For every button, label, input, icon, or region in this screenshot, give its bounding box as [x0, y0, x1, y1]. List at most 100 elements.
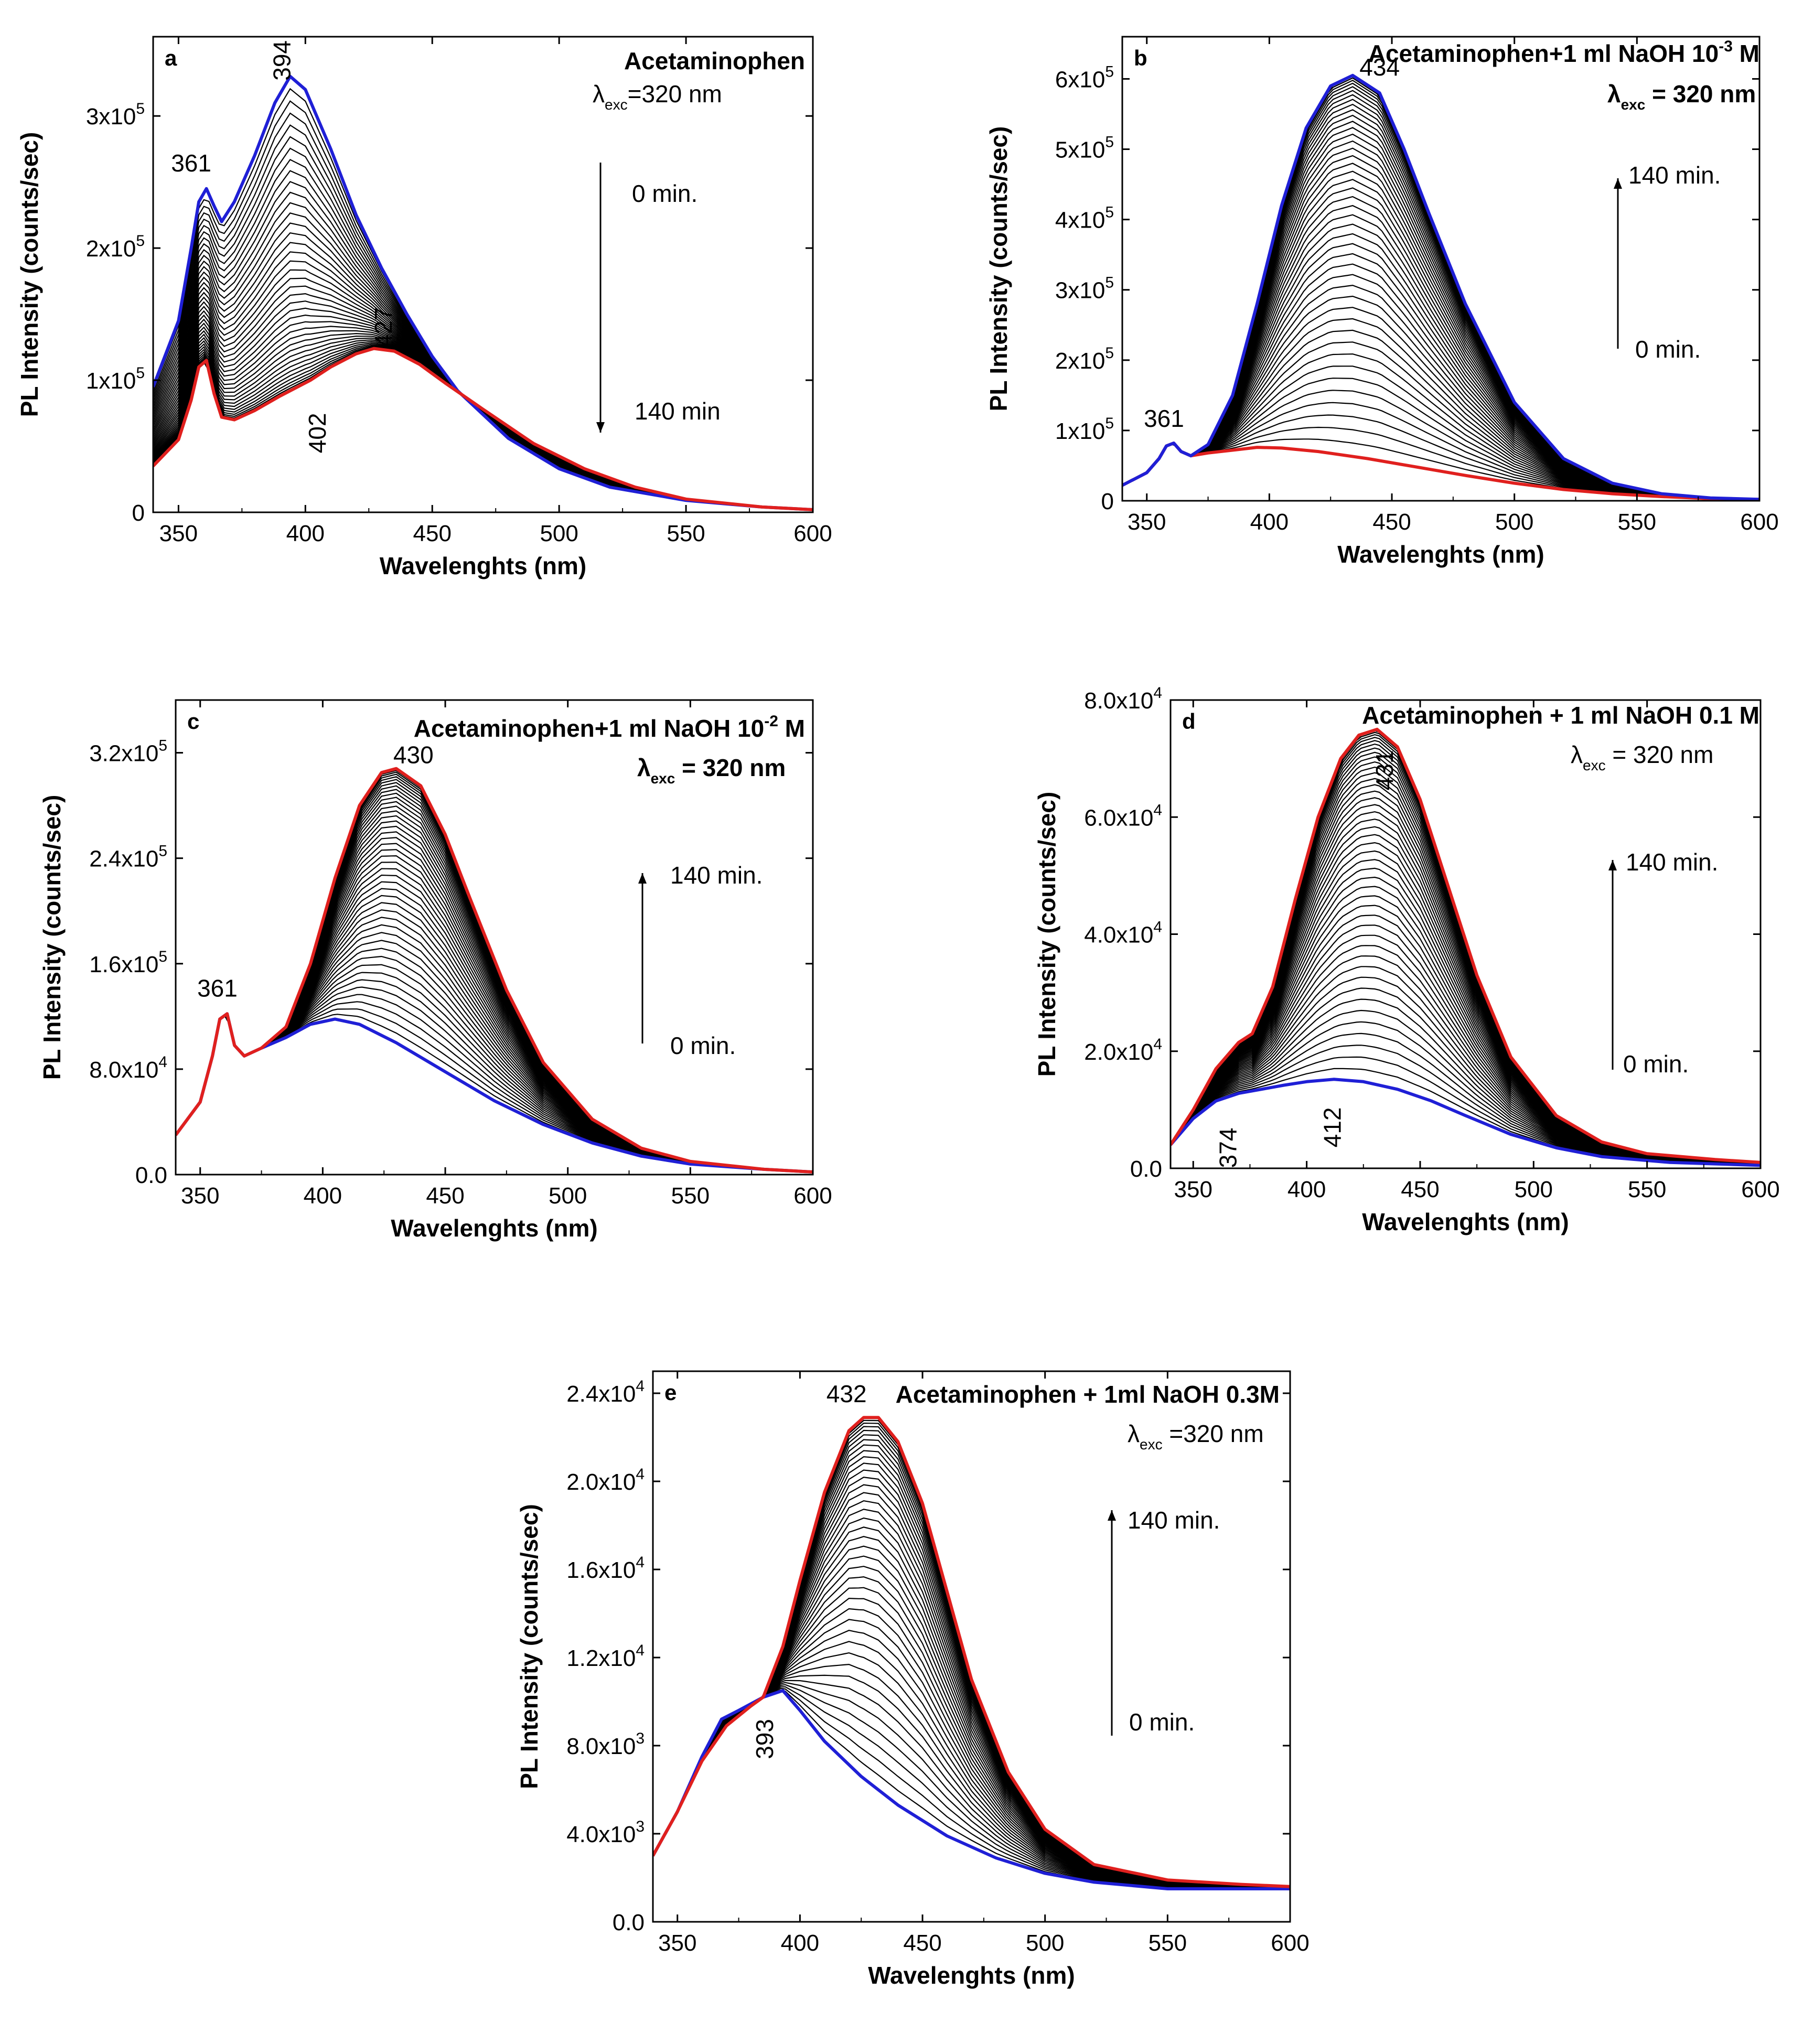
family-curve [153, 232, 813, 511]
y-tick-label-exp: 4 [1153, 1036, 1162, 1053]
plot-frame [652, 1370, 1291, 1923]
peak-annotation: 430 [393, 741, 434, 769]
plot-frame [1121, 36, 1761, 502]
y-tick-label-exp: 4 [636, 1642, 645, 1659]
y-tick-label-base: 2.0x10 [1084, 1039, 1153, 1065]
x-tick-label: 550 [1618, 509, 1656, 535]
chart-title-suffix: M [778, 715, 805, 742]
y-tick-label: 1.6x105 [89, 948, 167, 977]
x-tick-label: 550 [1149, 1930, 1187, 1956]
y-tick-label-base: 1x10 [1055, 418, 1105, 444]
family-curve [153, 222, 813, 511]
family-curve [653, 1418, 1290, 1887]
y-tick-label: 3x105 [86, 100, 145, 130]
chart-title: Acetaminophen+1 ml NaOH 10-2 M [414, 713, 805, 742]
family-curve [1171, 859, 1761, 1164]
chart-title-text: Acetaminophen + 1 ml NaOH 0.1 M [1362, 702, 1759, 729]
x-tick-label: 450 [903, 1930, 941, 1956]
y-tick-label: 3.2x105 [89, 737, 167, 767]
y-tick-label-exp: 3 [636, 1730, 645, 1747]
y-tick-label-exp: 3 [636, 1818, 645, 1835]
plot-frame [152, 36, 814, 513]
peak-annotation: 361 [197, 975, 238, 1002]
excitation-label: λexc = 320 nm [1571, 741, 1713, 773]
chart-title-text: Acetaminophen+1 ml NaOH 10 [1368, 40, 1719, 67]
y-tick-label-base: 6.0x10 [1084, 805, 1153, 831]
chart-title-text: Acetaminophen [624, 47, 805, 74]
y-tick-label: 0.0 [135, 1163, 167, 1188]
peak-annotation: 412 [1319, 1107, 1346, 1147]
family-curve [653, 1587, 1290, 1888]
chart-title: Acetaminophen + 1 ml NaOH 0.1 M [1362, 702, 1759, 729]
chart-title-sup: -2 [764, 713, 778, 730]
time-arrow: 0 min. 140 min. [1108, 1507, 1220, 1736]
x-tick-label: 450 [426, 1183, 464, 1209]
series-start-line [653, 1689, 1290, 1890]
y-tick-label: 2.4x105 [89, 843, 167, 872]
arrow-start-label: 0 min. [1635, 336, 1701, 363]
y-tick-label-base: 0 [132, 500, 145, 526]
y-tick-label: 6.0x104 [1084, 801, 1162, 831]
y-tick-label: 2.0x104 [566, 1466, 645, 1495]
excitation-label: λexc =320 nm [1128, 1420, 1264, 1453]
y-axis-label: PL Intensity (counts/sec) [16, 132, 43, 417]
excitation-sub: exc [605, 96, 628, 113]
family-curves [1122, 76, 1759, 500]
lambda-symbol: λ [593, 80, 605, 107]
y-tick-label: 2.4x104 [566, 1378, 645, 1407]
y-tick-label: 1x105 [86, 364, 145, 394]
y-tick-label: 2x105 [86, 232, 145, 262]
family-curve [153, 191, 813, 511]
y-tick-label-exp: 5 [1105, 345, 1114, 362]
family-curve [153, 170, 813, 511]
x-axis-label: Wavelenghts (nm) [868, 1962, 1075, 1989]
time-arrow: 0 min. 140 min [596, 163, 721, 433]
peak-annotation: 431 [1371, 750, 1398, 791]
family-curve [153, 347, 813, 511]
y-tick-label-base: 2.4x10 [566, 1381, 636, 1407]
plot-frame [1169, 699, 1762, 1169]
y-tick-label: 1x105 [1055, 415, 1114, 444]
series-end-line [1171, 727, 1761, 1164]
panel-letter: b [1134, 46, 1147, 70]
y-tick-label-exp: 4 [158, 1053, 167, 1071]
y-tick-label: 0 [132, 500, 145, 526]
family-curve [176, 874, 813, 1173]
y-axis-label: PL Intensity (counts/sec) [1033, 792, 1060, 1077]
peak-annotation: 393 [751, 1719, 778, 1759]
family-curve [1122, 284, 1759, 500]
arrow-start-label: 0 min. [1623, 1050, 1689, 1078]
y-tick-label: 4.0x104 [1084, 919, 1162, 948]
y-tick-label-base: 8.0x10 [566, 1734, 636, 1759]
x-tick-label: 600 [1741, 1177, 1779, 1202]
y-tick-label-exp: 4 [1153, 919, 1162, 936]
x-tick-label: 550 [671, 1183, 710, 1209]
x-tick-label: 350 [1174, 1177, 1212, 1202]
arrow-head [1614, 178, 1622, 189]
y-tick-label-exp: 5 [1105, 63, 1114, 80]
family-curve [153, 181, 813, 511]
peak-annotation: 361 [171, 149, 211, 177]
arrow-end-label: 140 min. [670, 862, 763, 889]
y-tick-label: 3x105 [1055, 274, 1114, 304]
y-tick-label-base: 5x10 [1055, 137, 1105, 163]
time-arrow: 0 min. 140 min. [638, 862, 763, 1059]
y-tick-label: 1.6x104 [566, 1554, 645, 1583]
y-axis-label: PL Intensity (counts/sec) [985, 126, 1012, 412]
y-tick-label: 0.0 [613, 1910, 645, 1935]
x-tick-label: 600 [1271, 1930, 1309, 1956]
family-curve [653, 1426, 1290, 1887]
chart-panel-a: 350 400 450 500 550 60001x1052x1053x105Wavele… [16, 36, 832, 579]
family-curve [176, 881, 813, 1173]
x-tick-label: 400 [1250, 509, 1289, 535]
excitation-value: = 320 nm [675, 754, 786, 781]
chart-title-sup: -3 [1719, 38, 1733, 55]
family-curve [653, 1422, 1290, 1887]
excitation-sub: exc [1621, 96, 1646, 113]
y-tick-label: 8.0x104 [1084, 684, 1162, 714]
family-curve [153, 212, 813, 511]
chart-title: Acetaminophen [624, 47, 805, 74]
x-tick-label: 400 [286, 521, 325, 546]
x-tick-label: 500 [1495, 509, 1533, 535]
